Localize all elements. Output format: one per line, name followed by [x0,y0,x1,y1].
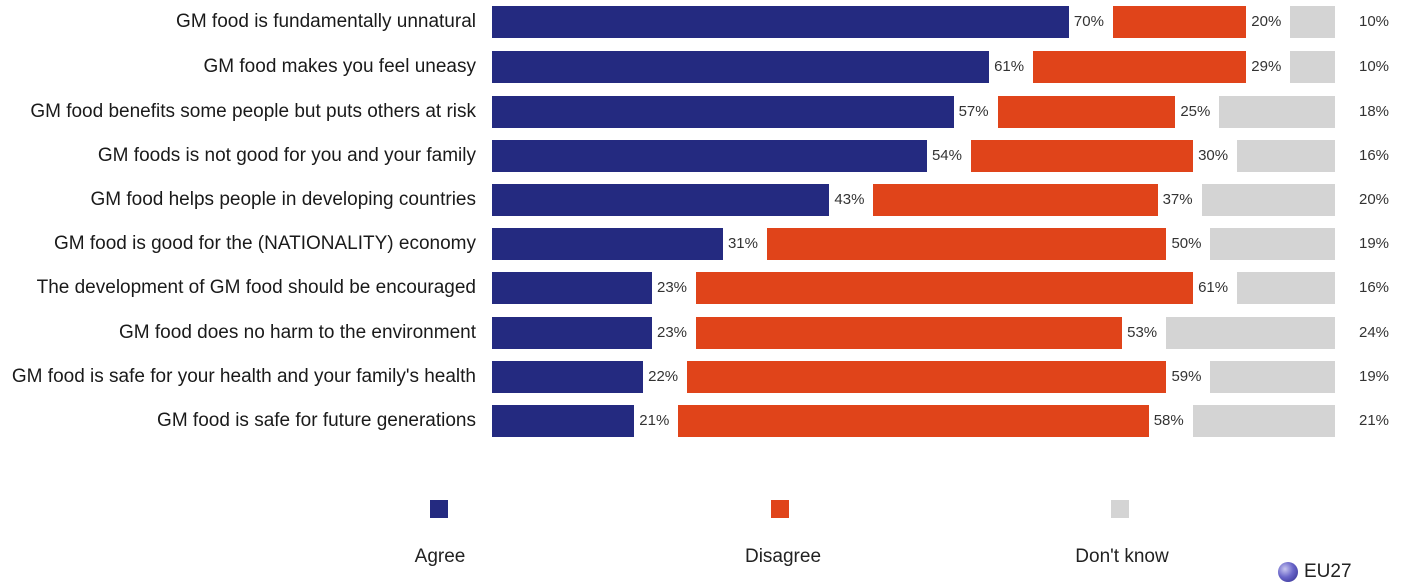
value-label-dont-know: 19% [1359,235,1390,252]
category-label: GM food is safe for future generations [157,410,476,431]
category-label: GM food benefits some people but puts ot… [30,101,476,122]
bar-disagree [687,361,1167,393]
value-label-disagree: 53% [1127,324,1158,341]
bar-agree [492,184,830,216]
legend-label-dont-know: Don't know [1075,546,1169,567]
value-label-agree: 54% [931,147,962,164]
bar-dont-know [1166,317,1335,349]
bar-agree [492,405,635,437]
region-label: EU27 [1304,561,1352,582]
bar-dont-know [1237,272,1335,304]
value-label-dont-know: 24% [1359,324,1390,341]
value-label-dont-know: 10% [1359,13,1390,30]
bar-agree [492,96,954,128]
bar-dont-know [1290,51,1335,83]
bar-disagree [873,184,1158,216]
value-label-disagree: 25% [1180,103,1211,120]
value-label-disagree: 61% [1198,279,1229,296]
region-badge: EU27 [1278,561,1352,583]
value-label-disagree: 20% [1251,13,1282,30]
category-label: GM food is fundamentally unnatural [176,11,476,32]
value-label-agree: 21% [639,412,670,429]
value-label-dont-know: 10% [1359,58,1390,75]
category-label: GM foods is not good for you and your fa… [97,145,476,166]
legend-swatch-disagree [771,500,789,518]
legend-label-agree: Agree [414,546,466,567]
value-label-agree: 70% [1073,13,1104,30]
bar-disagree [678,405,1149,437]
bar-dont-know [1210,228,1335,260]
bar-disagree [1033,51,1247,83]
value-label-disagree: 37% [1162,191,1193,208]
category-label: GM food is good for the (NATIONALITY) ec… [53,233,476,254]
bar-agree [492,51,990,83]
category-label: GM food is safe for your health and your… [11,366,476,387]
bar-disagree [766,228,1167,260]
bar-dont-know [1201,184,1335,216]
bar-dont-know [1237,140,1335,172]
value-label-disagree: 50% [1171,235,1202,252]
bar-disagree [970,140,1194,172]
value-label-dont-know: 19% [1359,368,1390,385]
value-label-agree: 22% [648,368,679,385]
bar-disagree [696,317,1123,349]
bar-agree [492,6,1069,38]
category-label: The development of GM food should be enc… [36,277,476,298]
category-label: GM food does no harm to the environment [119,322,476,343]
bar-agree [492,317,652,349]
globe-dot-icon [1278,562,1298,582]
bar-disagree [997,96,1176,128]
bar-agree [492,228,723,260]
bar-dont-know [1219,96,1335,128]
bar-dont-know [1290,6,1335,38]
value-label-agree: 23% [657,279,688,296]
value-label-agree: 31% [727,235,758,252]
bar-agree [492,140,927,172]
value-label-agree: 43% [834,191,865,208]
value-label-agree: 23% [657,324,688,341]
category-label: GM food makes you feel uneasy [203,56,476,77]
value-label-disagree: 30% [1198,147,1229,164]
value-label-dont-know: 18% [1359,103,1390,120]
bar-dont-know [1192,405,1335,437]
bar-agree [492,272,652,304]
value-label-disagree: 58% [1153,412,1184,429]
bar-disagree [1112,6,1247,38]
value-label-dont-know: 20% [1359,191,1390,208]
legend-swatch-dont-know [1111,500,1129,518]
legend-swatch-agree [430,500,448,518]
value-label-disagree: 59% [1171,368,1202,385]
value-label-dont-know: 16% [1359,147,1390,164]
bar-dont-know [1210,361,1335,393]
value-label-agree: 61% [994,58,1025,75]
value-label-disagree: 29% [1251,58,1282,75]
value-label-dont-know: 21% [1359,412,1390,429]
value-label-agree: 57% [958,103,989,120]
bar-disagree [696,272,1194,304]
category-label: GM food helps people in developing count… [90,189,476,210]
legend-label-disagree: Disagree [744,546,822,567]
value-label-dont-know: 16% [1359,279,1390,296]
bar-agree [492,361,644,393]
